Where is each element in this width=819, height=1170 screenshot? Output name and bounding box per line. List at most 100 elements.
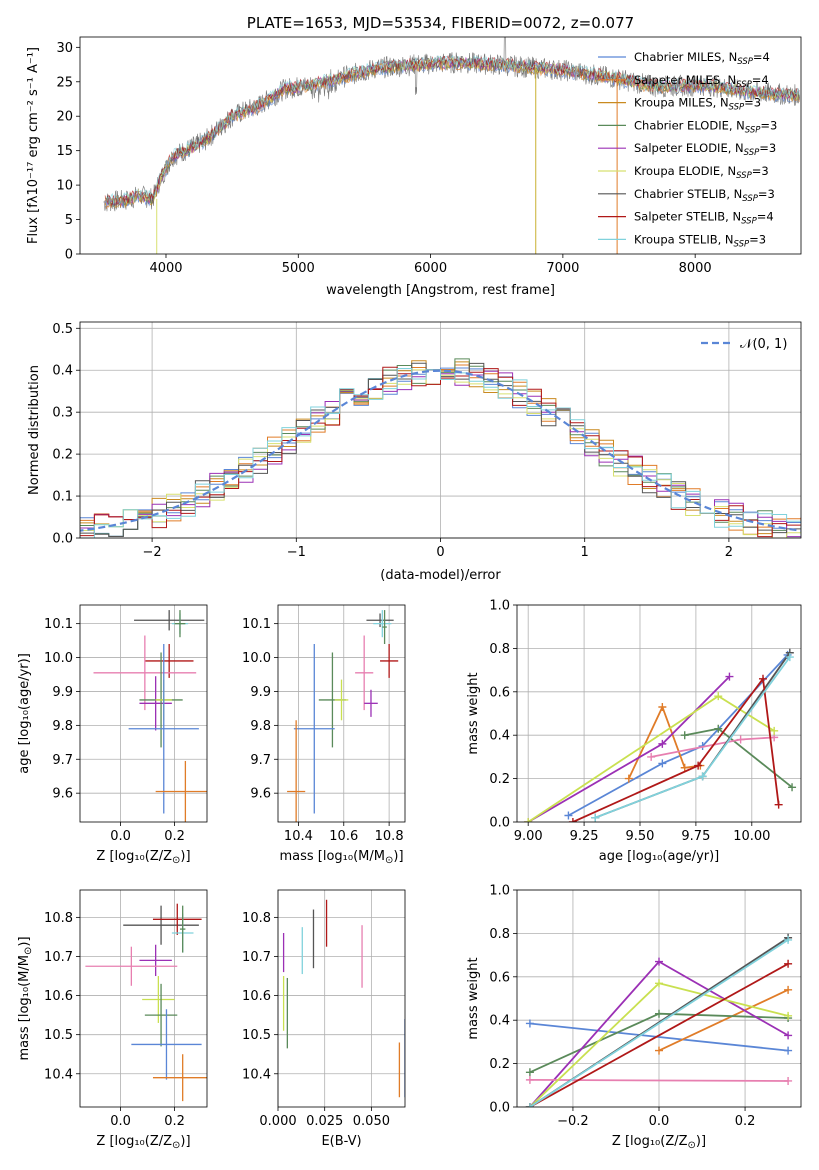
residuals-ytick-label: 0.0 bbox=[52, 532, 73, 547]
hist-step bbox=[80, 368, 801, 538]
legend-label: Salpeter MILES, NSSP=4 bbox=[634, 73, 769, 90]
errorbar-point bbox=[139, 944, 172, 977]
age_vs_mass-ytick-label: 9.6 bbox=[250, 787, 271, 802]
massweight-marker bbox=[564, 811, 573, 820]
errorbar-point bbox=[134, 610, 205, 631]
errorbar-point bbox=[382, 610, 387, 644]
age_vs_mass-ytick-label: 9.7 bbox=[250, 753, 271, 768]
age_vs_mass-frame bbox=[277, 604, 406, 823]
mw_vs_age-xtick-label: 9.25 bbox=[570, 829, 599, 844]
spectrum-ytick-label: 30 bbox=[56, 41, 73, 56]
massweight-marker bbox=[784, 1011, 793, 1020]
hist-xlabel: (data-model)/error bbox=[380, 568, 501, 583]
hist-legend-label: 𝒩(0, 1) bbox=[740, 337, 787, 352]
massweight-marker bbox=[655, 979, 663, 988]
massweight-marker bbox=[758, 674, 767, 683]
errorbar-point bbox=[139, 676, 172, 731]
massweight-marker bbox=[770, 726, 779, 735]
massweight-marker bbox=[694, 761, 703, 770]
massweight-line bbox=[527, 675, 731, 822]
spectrum-ytick-label: 15 bbox=[56, 144, 73, 159]
mw_vs_Z-xtick-label: 0.0 bbox=[649, 1114, 670, 1129]
spectrum-data-line bbox=[103, 37, 800, 212]
mw_vs_age-ytick-label: 0.0 bbox=[489, 816, 510, 831]
massweight-marker bbox=[714, 692, 723, 701]
massweight-marker bbox=[658, 739, 667, 748]
errorbar-point bbox=[355, 635, 374, 711]
age_vs_Z-ytick-label: 9.6 bbox=[52, 787, 73, 802]
mw_vs_Z-ytick-label: 0.8 bbox=[489, 927, 510, 942]
hist-ylabel: Normed distribution bbox=[27, 365, 42, 495]
errorbar-point bbox=[152, 1054, 207, 1102]
legend-label: Kroupa STELIB, NSSP=3 bbox=[634, 232, 766, 249]
residuals-xtick-label: 2 bbox=[725, 545, 733, 560]
mass_vs_EBV-xtick-label: 0.025 bbox=[306, 1114, 343, 1129]
spectrum-plot-area bbox=[103, 37, 800, 254]
residuals-xtick-label: 0 bbox=[436, 545, 444, 560]
mass_vs_EBV-ytick-label: 10.4 bbox=[242, 1067, 271, 1082]
massweight-line bbox=[567, 654, 789, 817]
mass_vs_Z-ytick-label: 10.7 bbox=[44, 950, 73, 965]
errorbar-point bbox=[155, 760, 207, 822]
mass_vs_Z-xtick-label: 0.2 bbox=[164, 1114, 185, 1129]
spectrum-ytick-label: 0 bbox=[65, 248, 73, 263]
legend-label: Kroupa MILES, NSSP=3 bbox=[634, 96, 761, 113]
mass_vs_EBV-xtick-label: 0.050 bbox=[353, 1114, 390, 1129]
mw_vs_age-ytick-label: 0.8 bbox=[489, 642, 510, 657]
massweight-line bbox=[627, 704, 701, 779]
massweight-marker bbox=[655, 1009, 663, 1018]
spectrum-xtick-label: 5000 bbox=[282, 261, 315, 276]
massweight-line bbox=[529, 963, 789, 1107]
mass_vs_Z-frame bbox=[79, 889, 208, 1108]
legend-label: Salpeter STELIB, NSSP=4 bbox=[634, 210, 774, 227]
spectrum-xtick-label: 8000 bbox=[679, 261, 712, 276]
errorbar-point bbox=[123, 905, 199, 945]
massweight-marker bbox=[714, 724, 723, 733]
errorbar-point bbox=[142, 976, 175, 1023]
massweight-line bbox=[529, 939, 789, 1107]
mw_vs_age-xtick-label: 10.00 bbox=[733, 829, 770, 844]
massweight-marker bbox=[525, 1103, 534, 1107]
mw_vs_Z-plot-area bbox=[525, 933, 793, 1107]
mw_vs_Z-ytick-label: 0.6 bbox=[489, 970, 510, 985]
mwZ-xlabel: Z [log₁₀(Z/Z⊙)] bbox=[612, 1134, 706, 1151]
mwAge-xlabel: age [log₁₀(age/yr)] bbox=[599, 849, 720, 864]
age_vs_Z-ytick-label: 10.0 bbox=[44, 651, 73, 666]
mw_vs_Z-ytick-label: 0.2 bbox=[489, 1057, 510, 1072]
massweight-marker bbox=[784, 1031, 793, 1040]
age_vs_Z-ytick-label: 9.8 bbox=[52, 719, 73, 734]
errorbar-point bbox=[179, 905, 186, 953]
age_vs_mass-xtick-label: 10.6 bbox=[329, 829, 358, 844]
spectrum-xtick-label: 6000 bbox=[414, 261, 447, 276]
spectrum-ytick-label: 25 bbox=[56, 75, 73, 90]
spectrum-xtick-label: 7000 bbox=[546, 261, 579, 276]
legend-label: Kroupa ELODIE, NSSP=3 bbox=[634, 164, 769, 181]
errorbar-point bbox=[366, 613, 394, 628]
errorbar-point bbox=[85, 946, 178, 986]
mw_vs_Z-ytick-label: 1.0 bbox=[489, 884, 510, 899]
mass_vs_Z-ytick-label: 10.6 bbox=[44, 989, 73, 1004]
age_vs_Z-xtick-label: 0.2 bbox=[164, 829, 185, 844]
mw_vs_age-ytick-label: 0.4 bbox=[489, 729, 510, 744]
mass_vs_Z-ytick-label: 10.5 bbox=[44, 1028, 73, 1043]
massZ-ylabel: mass [log₁₀(M/M⊙)] bbox=[17, 936, 34, 1060]
massweight-marker bbox=[784, 1046, 793, 1055]
legend-label: Chabrier ELODIE, NSSP=3 bbox=[634, 118, 777, 135]
massweight-marker bbox=[568, 818, 577, 822]
errorbar-point bbox=[287, 720, 306, 822]
residuals-ytick-label: 0.5 bbox=[52, 322, 73, 337]
mass_vs_Z-axes: 0.0 0.2 10.4 10.5 10.6 10.7 10.8 bbox=[44, 889, 208, 1129]
errorbar-point bbox=[373, 610, 392, 638]
residuals-xtick-label: −1 bbox=[287, 545, 306, 560]
spectrum-ytick-label: 20 bbox=[56, 110, 73, 125]
age_vs_mass-ytick-label: 10.1 bbox=[242, 617, 271, 632]
errorbar-point bbox=[144, 983, 178, 1047]
spectrum-ytick-label: 10 bbox=[56, 179, 73, 194]
residuals-xtick-label: −2 bbox=[143, 545, 162, 560]
mw_vs_Z-xtick-label: 0.2 bbox=[735, 1114, 756, 1129]
errorbar-point bbox=[93, 635, 197, 711]
mw_vs_Z-ytick-label: 0.0 bbox=[489, 1101, 510, 1116]
massweight-marker bbox=[525, 1019, 534, 1028]
spectrum-title: PLATE=1653, MJD=53534, FIBERID=0072, z=0… bbox=[247, 14, 634, 32]
